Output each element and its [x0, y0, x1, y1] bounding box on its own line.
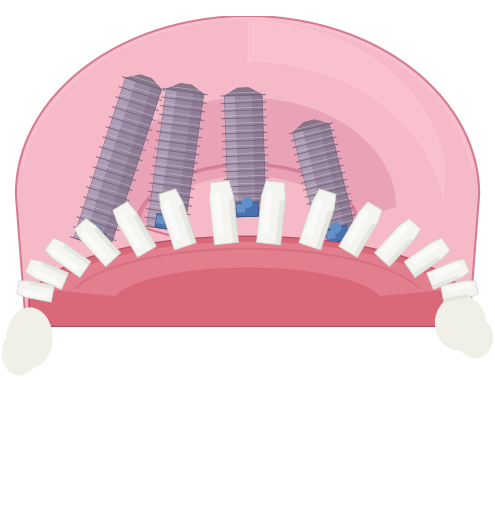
Polygon shape: [441, 281, 478, 302]
Polygon shape: [99, 97, 396, 227]
Polygon shape: [174, 93, 204, 231]
Circle shape: [163, 210, 173, 220]
Polygon shape: [229, 196, 239, 243]
Polygon shape: [293, 124, 357, 246]
Polygon shape: [45, 238, 91, 278]
Circle shape: [91, 226, 101, 236]
Polygon shape: [443, 294, 470, 302]
Polygon shape: [155, 213, 179, 230]
Polygon shape: [252, 95, 266, 216]
Polygon shape: [316, 209, 334, 250]
Polygon shape: [256, 181, 286, 245]
Polygon shape: [224, 95, 266, 217]
Ellipse shape: [436, 296, 485, 350]
Polygon shape: [386, 239, 414, 267]
Polygon shape: [95, 226, 121, 256]
Polygon shape: [213, 189, 224, 235]
Polygon shape: [29, 236, 466, 326]
Ellipse shape: [458, 318, 493, 357]
Polygon shape: [374, 219, 421, 267]
Polygon shape: [74, 78, 136, 241]
Polygon shape: [224, 95, 239, 217]
Polygon shape: [411, 243, 441, 265]
Polygon shape: [81, 227, 106, 247]
Polygon shape: [74, 219, 121, 267]
Polygon shape: [83, 229, 94, 239]
Polygon shape: [166, 83, 204, 94]
Ellipse shape: [7, 308, 52, 367]
Polygon shape: [22, 289, 48, 299]
Polygon shape: [433, 262, 462, 278]
Polygon shape: [339, 202, 382, 257]
Polygon shape: [17, 281, 54, 302]
Polygon shape: [293, 120, 329, 133]
Polygon shape: [382, 226, 410, 253]
Polygon shape: [261, 189, 273, 234]
Polygon shape: [99, 86, 161, 249]
Polygon shape: [404, 238, 450, 278]
Polygon shape: [159, 189, 196, 250]
Polygon shape: [319, 124, 357, 239]
Polygon shape: [64, 242, 91, 265]
Polygon shape: [326, 230, 336, 240]
Polygon shape: [41, 261, 68, 277]
Polygon shape: [81, 229, 107, 259]
Polygon shape: [299, 189, 336, 250]
Polygon shape: [28, 281, 54, 289]
Polygon shape: [113, 202, 156, 257]
Polygon shape: [293, 130, 331, 246]
Polygon shape: [236, 204, 245, 213]
Polygon shape: [346, 210, 371, 245]
Polygon shape: [118, 212, 142, 249]
Polygon shape: [275, 199, 286, 245]
Polygon shape: [179, 202, 196, 245]
Polygon shape: [305, 198, 325, 238]
Polygon shape: [427, 259, 469, 289]
Polygon shape: [155, 215, 165, 225]
Polygon shape: [432, 275, 461, 289]
Polygon shape: [163, 199, 182, 241]
Polygon shape: [32, 268, 59, 285]
Polygon shape: [325, 225, 349, 244]
Polygon shape: [224, 87, 262, 96]
Polygon shape: [126, 75, 161, 90]
Polygon shape: [413, 257, 442, 278]
Polygon shape: [353, 223, 378, 257]
Polygon shape: [52, 248, 80, 271]
Polygon shape: [147, 89, 177, 228]
Polygon shape: [147, 89, 204, 231]
Polygon shape: [446, 282, 473, 292]
Polygon shape: [209, 181, 239, 245]
Polygon shape: [236, 202, 258, 217]
Circle shape: [242, 198, 252, 208]
Polygon shape: [16, 16, 479, 323]
Circle shape: [331, 223, 341, 233]
Polygon shape: [74, 78, 161, 249]
Polygon shape: [26, 259, 68, 289]
Polygon shape: [49, 242, 446, 296]
Ellipse shape: [2, 330, 37, 375]
Polygon shape: [134, 212, 156, 249]
